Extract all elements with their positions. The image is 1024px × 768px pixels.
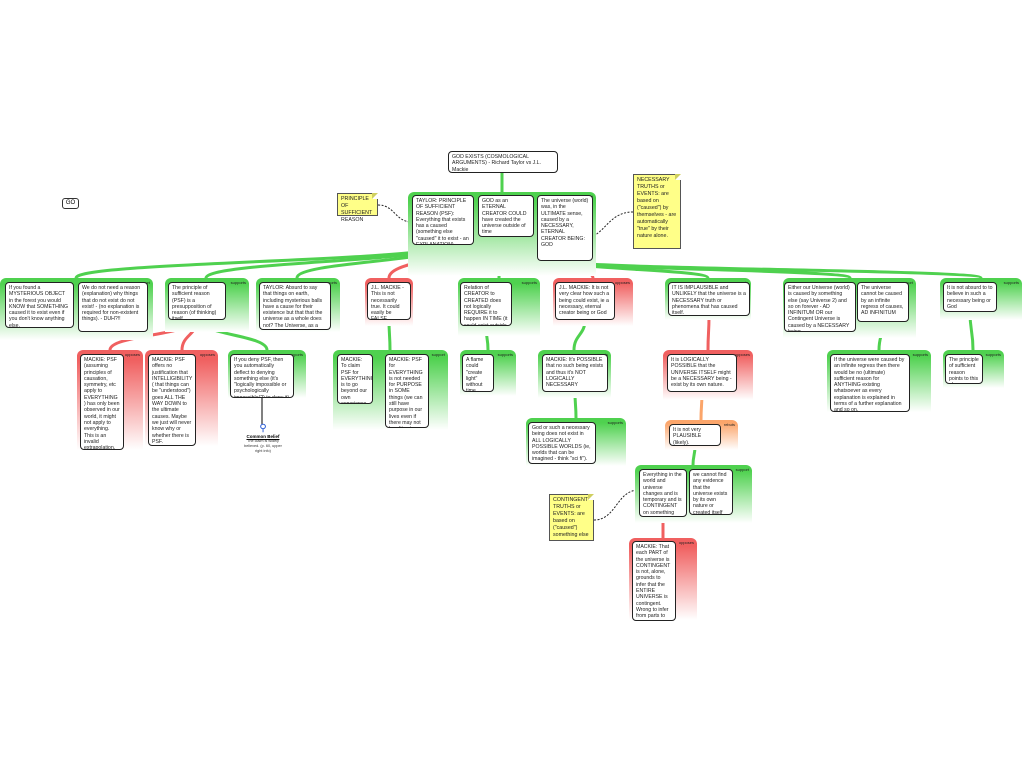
connector xyxy=(74,243,445,280)
connector xyxy=(706,315,711,351)
claim-box[interactable]: The principle of sufficient reason (PSF)… xyxy=(168,282,226,320)
group-type-label: opposes xyxy=(734,352,750,357)
group-type-label: support xyxy=(431,352,445,357)
claim-box[interactable]: A flame could "create light" without tim… xyxy=(462,354,494,392)
claim-box[interactable]: we cannot find any evidence that the uni… xyxy=(689,469,733,515)
group-type-label: supports xyxy=(1003,280,1019,285)
group-type-label: opposes xyxy=(678,540,694,545)
claim-box[interactable]: MACKIE: To claim PSF for EVERYTHING is t… xyxy=(337,354,373,404)
claim-box[interactable]: MACKIE: PSF for EVERYTHING is not needed… xyxy=(385,354,429,428)
claim-box[interactable]: MACKIE: That each PART of the universe i… xyxy=(632,541,676,621)
claim-box[interactable]: Everything in the world and universe cha… xyxy=(639,469,687,517)
claim-box[interactable]: The universe (world) was, in the ULTIMAT… xyxy=(537,195,593,261)
common-belief-title: Common Belief xyxy=(246,434,280,439)
claim-box[interactable]: It is not very PLAUSIBLE (likely). xyxy=(669,424,721,446)
claim-box[interactable]: GOD as an ETERNAL CREATOR COULD have cre… xyxy=(478,195,534,237)
group-type-label: rebuts xyxy=(723,422,735,427)
common-belief-badge[interactable]: ⚲ Common Belief The claim is widely beli… xyxy=(240,423,286,454)
root-claim[interactable]: GOD EXISTS (COSMOLOGICAL ARGUMENTS) - Ri… xyxy=(448,151,558,173)
group-type-label: supports xyxy=(521,280,537,285)
claim-box[interactable]: It is not absurd to to believe in such a… xyxy=(943,282,997,312)
note-necessary[interactable]: NECESSARY TRUTHS or EVENTS: are based on… xyxy=(633,174,681,249)
claim-box[interactable]: God or such a necessary being does not e… xyxy=(528,422,596,464)
note-connector xyxy=(593,489,640,521)
group-type-label: support xyxy=(735,467,749,472)
claim-box[interactable]: IT IS IMPLAUSIBLE and UNLIKELY that the … xyxy=(668,282,750,316)
group-type-label: opposes xyxy=(614,280,630,285)
group-type-label: opposes xyxy=(124,352,140,357)
claim-box[interactable]: If you found a MYSTERIOUS OBJECT in the … xyxy=(5,282,74,328)
claim-box[interactable]: TAYLOR: PRINCIPLE OF SUFFICIENT REASON (… xyxy=(412,195,474,245)
group-type-label: supports xyxy=(985,352,1001,357)
claim-box[interactable]: J.L. MACKIE: It is not very clear how su… xyxy=(555,282,615,320)
claim-box[interactable]: J.L. MACKIE - This is not necessarily tr… xyxy=(367,282,411,320)
claim-box[interactable]: We do not need a reason (explanation) wh… xyxy=(78,282,148,332)
claim-box[interactable]: It is LOGICALLY POSSIBLE that the UNIVER… xyxy=(667,354,737,392)
group-type-label: supports xyxy=(287,352,303,357)
group-type-label: supports xyxy=(912,352,928,357)
claim-box[interactable]: If you deny PSF, then you automatically … xyxy=(230,354,294,398)
claim-box[interactable]: Relation of CREATOR to CREATED does not … xyxy=(460,282,512,326)
claim-box[interactable]: MACKIE: PSF offers no justification that… xyxy=(148,354,196,446)
claim-box[interactable]: The principle of sufficient reason point… xyxy=(945,354,983,384)
people-icon: ⚲ xyxy=(259,423,267,434)
claim-box[interactable]: MACKIE: PSF (assuming principles of caus… xyxy=(80,354,124,450)
note-psr[interactable]: PRINCIPLE OF SUFFICIENT REASON xyxy=(337,193,378,223)
claim-box[interactable]: MACKIE: It's POSSIBLE that no such being… xyxy=(542,354,608,392)
go-button[interactable]: GO xyxy=(62,198,79,209)
group-type-label: opposes xyxy=(199,352,215,357)
common-belief-text: The claim is widely believed. (p. 60, up… xyxy=(244,439,282,453)
note-connector xyxy=(377,204,413,223)
group-type-label: supports xyxy=(230,280,246,285)
claim-box[interactable]: The universe cannot be caused by an infi… xyxy=(857,282,909,322)
group-type-label: supports xyxy=(497,352,513,357)
claim-box[interactable]: Either our Universe (world) is caused by… xyxy=(784,282,856,332)
group-type-label: supports xyxy=(607,420,623,425)
note-contingent[interactable]: CONTINGENT TRUTHS or EVENTS: are based o… xyxy=(549,494,594,541)
claim-box[interactable]: If the universe were caused by an infini… xyxy=(830,354,910,412)
claim-box[interactable]: TAYLOR: Absurd to say that things on ear… xyxy=(259,282,331,330)
